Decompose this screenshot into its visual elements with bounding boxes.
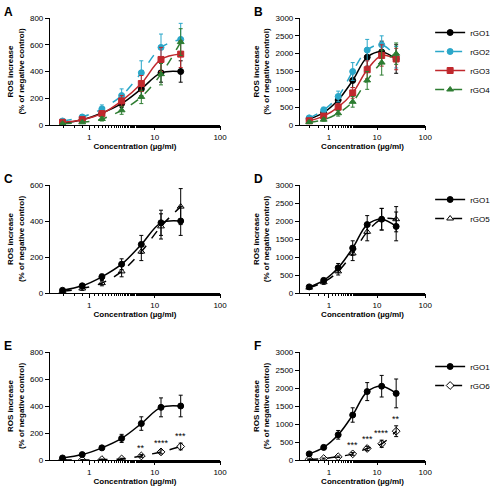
svg-text:2000: 2000 bbox=[276, 49, 294, 58]
svg-text:Concentration (µg/ml): Concentration (µg/ml) bbox=[94, 477, 177, 486]
svg-text:1: 1 bbox=[87, 133, 92, 142]
svg-text:D: D bbox=[254, 172, 263, 186]
svg-text:2500: 2500 bbox=[276, 366, 294, 375]
svg-text:C: C bbox=[4, 172, 13, 186]
svg-text:0: 0 bbox=[39, 289, 44, 298]
svg-text:Concentration (µg/ml): Concentration (µg/ml) bbox=[321, 142, 404, 151]
svg-text:1: 1 bbox=[87, 468, 92, 477]
svg-text:2500: 2500 bbox=[276, 32, 294, 41]
svg-text:****: **** bbox=[154, 438, 169, 448]
svg-text:0: 0 bbox=[289, 121, 294, 130]
svg-text:600: 600 bbox=[30, 181, 44, 190]
svg-text:1: 1 bbox=[327, 468, 332, 477]
svg-text:1: 1 bbox=[87, 301, 92, 310]
svg-text:200: 200 bbox=[30, 253, 44, 262]
svg-text:F: F bbox=[254, 339, 261, 353]
svg-text:1000: 1000 bbox=[276, 85, 294, 94]
svg-text:100: 100 bbox=[418, 133, 432, 142]
svg-text:rGO1: rGO1 bbox=[470, 196, 490, 205]
svg-text:***: *** bbox=[362, 434, 373, 444]
svg-text:Concentration (µg/ml): Concentration (µg/ml) bbox=[321, 310, 404, 319]
svg-text:rGO2: rGO2 bbox=[470, 48, 490, 57]
svg-text:**: ** bbox=[137, 443, 145, 453]
svg-text:0: 0 bbox=[39, 121, 44, 130]
svg-text:1: 1 bbox=[327, 133, 332, 142]
svg-text:ROS increase(% of negative con: ROS increase(% of negative control) bbox=[252, 196, 271, 283]
svg-text:2500: 2500 bbox=[276, 199, 294, 208]
svg-text:3000: 3000 bbox=[276, 14, 294, 23]
svg-text:1500: 1500 bbox=[276, 67, 294, 76]
svg-text:1: 1 bbox=[327, 301, 332, 310]
svg-text:10: 10 bbox=[150, 468, 159, 477]
svg-text:200: 200 bbox=[30, 429, 44, 438]
svg-text:****: **** bbox=[374, 428, 389, 438]
svg-text:400: 400 bbox=[30, 402, 44, 411]
svg-text:ROS increase(% of negative con: ROS increase(% of negative control) bbox=[6, 196, 25, 283]
svg-text:0: 0 bbox=[39, 456, 44, 465]
svg-text:10: 10 bbox=[373, 301, 382, 310]
svg-text:rGO4: rGO4 bbox=[470, 86, 490, 95]
svg-text:10: 10 bbox=[373, 133, 382, 142]
svg-text:400: 400 bbox=[30, 67, 44, 76]
svg-text:100: 100 bbox=[213, 301, 227, 310]
svg-text:3000: 3000 bbox=[276, 348, 294, 357]
svg-text:rGO5: rGO5 bbox=[470, 215, 490, 224]
svg-text:500: 500 bbox=[280, 438, 294, 447]
svg-text:Concentration (µg/ml): Concentration (µg/ml) bbox=[94, 142, 177, 151]
svg-text:ROS increase(% of negative con: ROS increase(% of negative control) bbox=[252, 28, 271, 115]
svg-text:10: 10 bbox=[150, 133, 159, 142]
svg-text:1000: 1000 bbox=[276, 253, 294, 262]
svg-text:3000: 3000 bbox=[276, 181, 294, 190]
svg-text:500: 500 bbox=[280, 271, 294, 280]
svg-text:A: A bbox=[4, 5, 13, 19]
svg-text:1500: 1500 bbox=[276, 235, 294, 244]
svg-text:rGO1: rGO1 bbox=[470, 363, 490, 372]
svg-text:Concentration (µg/ml): Concentration (µg/ml) bbox=[321, 477, 404, 486]
svg-text:400: 400 bbox=[30, 217, 44, 226]
svg-text:10: 10 bbox=[373, 468, 382, 477]
svg-text:1500: 1500 bbox=[276, 402, 294, 411]
svg-text:**: ** bbox=[392, 414, 400, 424]
svg-text:500: 500 bbox=[280, 103, 294, 112]
svg-text:100: 100 bbox=[213, 133, 227, 142]
svg-text:ROS increase(% of negative con: ROS increase(% of negative control) bbox=[252, 363, 271, 450]
svg-text:rGO1: rGO1 bbox=[470, 29, 490, 38]
svg-text:2000: 2000 bbox=[276, 217, 294, 226]
svg-text:0: 0 bbox=[289, 456, 294, 465]
svg-text:0: 0 bbox=[289, 289, 294, 298]
svg-text:800: 800 bbox=[30, 348, 44, 357]
svg-text:Concentration (µg/ml): Concentration (µg/ml) bbox=[94, 310, 177, 319]
svg-text:***: *** bbox=[175, 431, 186, 441]
svg-text:200: 200 bbox=[30, 94, 44, 103]
svg-text:600: 600 bbox=[30, 41, 44, 50]
svg-text:100: 100 bbox=[418, 301, 432, 310]
svg-text:1000: 1000 bbox=[276, 420, 294, 429]
svg-text:100: 100 bbox=[213, 468, 227, 477]
svg-text:rGO3: rGO3 bbox=[470, 67, 490, 76]
svg-text:***: *** bbox=[347, 440, 358, 450]
svg-text:2000: 2000 bbox=[276, 384, 294, 393]
svg-text:800: 800 bbox=[30, 14, 44, 23]
svg-text:10: 10 bbox=[150, 301, 159, 310]
svg-text:ROS increase(% of negative con: ROS increase(% of negative control) bbox=[6, 28, 25, 115]
svg-text:600: 600 bbox=[30, 375, 44, 384]
svg-text:rGO6: rGO6 bbox=[470, 382, 490, 391]
svg-text:100: 100 bbox=[418, 468, 432, 477]
svg-text:B: B bbox=[254, 5, 263, 19]
svg-text:ROS increase(% of negative con: ROS increase(% of negative control) bbox=[6, 363, 25, 450]
svg-text:E: E bbox=[4, 339, 12, 353]
